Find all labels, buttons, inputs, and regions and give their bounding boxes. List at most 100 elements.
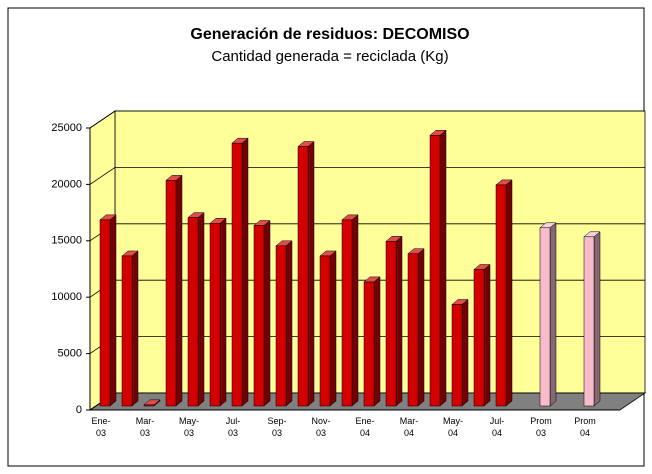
- x-tick-label: Mar- 04: [400, 416, 419, 438]
- bar: [99, 214, 117, 407]
- bar: [495, 179, 513, 407]
- bar-side: [285, 240, 293, 407]
- bar-front: [583, 236, 595, 407]
- bar-side: [329, 250, 337, 407]
- bar-front: [121, 255, 133, 407]
- x-tick-label: Mar- 03: [136, 416, 155, 438]
- bar-side: [461, 298, 469, 407]
- x-tick-label-line: Jul-: [226, 416, 241, 426]
- x-tick-label: Prom 04: [574, 416, 596, 438]
- bar: [143, 399, 161, 407]
- bar-side: [395, 235, 403, 407]
- y-tick-label: 25000: [51, 122, 82, 134]
- bar-side: [109, 214, 117, 407]
- y-tick-label: 20000: [51, 178, 82, 190]
- bar-side: [439, 129, 447, 407]
- bar-side: [417, 248, 425, 407]
- chart-subtitle: Cantidad generada = reciclada (Kg): [211, 48, 448, 65]
- x-tick-label-line: 04: [448, 428, 458, 438]
- bar-front: [275, 245, 287, 407]
- bar-side: [593, 231, 601, 407]
- x-tick-label-line: Mar-: [136, 416, 155, 426]
- bar-front: [231, 142, 243, 407]
- x-tick-label-line: May-: [179, 416, 199, 426]
- bar: [363, 276, 381, 407]
- x-tick-label-line: 03: [536, 428, 546, 438]
- bar-front: [209, 223, 221, 407]
- x-tick-label-line: 03: [316, 428, 326, 438]
- bar-side: [197, 212, 205, 407]
- bar-front: [165, 180, 177, 407]
- y-tick-label: 0: [76, 404, 82, 416]
- grid-line: [89, 167, 116, 185]
- bar-side: [131, 250, 139, 407]
- bar-side: [483, 263, 491, 407]
- x-tick-label-line: Jul-: [490, 416, 505, 426]
- bar-side: [307, 141, 315, 407]
- bar-side: [373, 276, 381, 407]
- x-tick-label-line: Prom: [530, 416, 552, 426]
- y-tick-label: 10000: [51, 291, 82, 303]
- bar-side: [241, 137, 249, 407]
- x-tick-label-line: Prom: [574, 416, 596, 426]
- x-tick-label-line: Ene-: [91, 416, 110, 426]
- x-tick-label: May- 04: [443, 416, 463, 438]
- bar-front: [297, 146, 309, 407]
- bar-front: [495, 184, 507, 407]
- x-tick-label-line: 04: [492, 428, 502, 438]
- bar-side: [219, 217, 227, 407]
- bar-side: [263, 219, 271, 407]
- x-tick-label: Sep- 03: [267, 416, 286, 438]
- x-tick-label: Jul- 03: [226, 416, 241, 438]
- y-tick-label: 15000: [51, 235, 82, 247]
- bar: [429, 129, 447, 407]
- bar: [341, 214, 359, 407]
- x-tick-label: Ene- 03: [91, 416, 110, 438]
- x-tick-label-line: May-: [443, 416, 463, 426]
- x-tick-label-line: Mar-: [400, 416, 419, 426]
- x-tick-label-line: 04: [580, 428, 590, 438]
- bar-front: [99, 219, 111, 407]
- x-tick-label: Jul- 04: [490, 416, 505, 438]
- bar: [385, 235, 403, 407]
- bar: [275, 240, 293, 407]
- bar: [231, 137, 249, 407]
- x-tick-label-line: 03: [140, 428, 150, 438]
- x-tick-label-line: 03: [184, 428, 194, 438]
- bar: [473, 263, 491, 407]
- x-tick-label-line: 03: [228, 428, 238, 438]
- bar: [539, 222, 557, 407]
- bar-front: [451, 304, 463, 407]
- bar: [407, 248, 425, 407]
- bar-front: [253, 225, 265, 407]
- x-tick-label-line: 03: [96, 428, 106, 438]
- bar-front: [385, 241, 397, 407]
- bar: [319, 250, 337, 407]
- bar-front: [429, 135, 441, 407]
- grid-line: [89, 110, 116, 129]
- bar: [187, 212, 205, 407]
- bar: [297, 141, 315, 407]
- bar: [583, 231, 601, 407]
- bar-front: [341, 219, 353, 407]
- bar-front: [143, 404, 155, 407]
- bar-front: [363, 281, 375, 407]
- x-tick-label-line: 04: [360, 428, 370, 438]
- bar: [165, 174, 183, 407]
- bar: [253, 219, 271, 407]
- x-tick-label-line: Nov-: [311, 416, 330, 426]
- bar-front: [407, 253, 419, 407]
- y-tick-label: 5000: [58, 348, 82, 360]
- x-tick-label: May- 03: [179, 416, 199, 438]
- bar: [121, 250, 139, 407]
- x-tick-label-line: Sep-: [267, 416, 286, 426]
- x-tick-label-line: Ene-: [355, 416, 374, 426]
- bar-front: [539, 227, 551, 407]
- x-tick-label: Nov- 03: [311, 416, 330, 438]
- bar-front: [473, 269, 485, 407]
- bar-front: [319, 255, 331, 407]
- x-tick-label: Prom 03: [530, 416, 552, 438]
- x-tick-label-line: 04: [404, 428, 414, 438]
- bar: [209, 217, 227, 407]
